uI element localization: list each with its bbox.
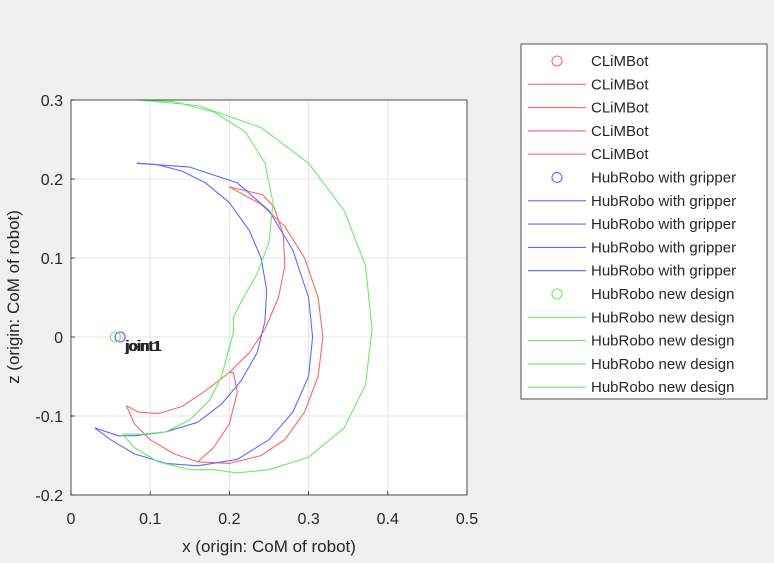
series-line-4 — [197, 371, 238, 463]
plot-area — [71, 100, 467, 495]
legend-label: HubRobo new design — [591, 379, 734, 396]
legend-marker-0 — [551, 55, 563, 67]
legend-label: HubRobo new design — [591, 356, 734, 373]
x-axis-ticks: 0 0.1 0.2 0.3 0.4 0.5 — [67, 491, 478, 528]
x-tick-label: 0.2 — [218, 511, 240, 528]
series-line-3 — [125, 405, 198, 463]
legend-marker-5 — [551, 171, 563, 184]
series-line-2 — [197, 186, 324, 464]
legend-label: CLiMBot — [591, 100, 649, 117]
x-tick-label: 0.4 — [377, 511, 399, 528]
y-axis-label: z (origin: CoM of robot) — [4, 210, 23, 384]
legend-label: HubRobo with gripper — [591, 263, 736, 280]
legend-label: CLiMBot — [591, 53, 649, 70]
legend-label: HubRobo new design — [591, 309, 734, 326]
y-axis-ticks: -0.2 -0.1 0 0.1 0.2 0.3 — [35, 93, 75, 505]
y-tick-label: -0.1 — [35, 409, 63, 426]
series-layer — [94, 99, 373, 474]
y-tick-label: 0.3 — [41, 93, 63, 110]
series-line-1 — [126, 186, 286, 415]
plot-frame — [70, 99, 468, 496]
y-tick-label: 0.2 — [41, 172, 63, 189]
grid-lines — [70, 99, 468, 496]
x-tick-label: 0.3 — [297, 511, 319, 528]
y-tick-label: 0.1 — [41, 251, 63, 268]
legend-label: CLiMBot — [591, 123, 649, 140]
legend-label: HubRobo new design — [591, 333, 734, 350]
annotation-label: joint1 — [125, 338, 162, 355]
y-tick-label: 0 — [54, 330, 63, 347]
series-line-11 — [138, 99, 274, 333]
x-tick-label: 0.5 — [456, 511, 478, 528]
x-tick-label: 0.1 — [139, 511, 161, 528]
series-line-14 — [122, 433, 214, 471]
legend-label: HubRobo new design — [591, 286, 734, 303]
series-marker-5 — [114, 331, 126, 343]
legend-marker-10 — [551, 288, 563, 300]
annotation-label: joint1 — [125, 338, 162, 355]
series-marker-10 — [109, 331, 121, 343]
series-line-12 — [138, 99, 373, 474]
x-tick-label: 0 — [67, 511, 76, 528]
legend-label: HubRobo with gripper — [591, 216, 736, 233]
series-line-8 — [94, 427, 167, 464]
legend-entries: CLiMBot CLiMBot CLiMBot CLiMBot CLiMBot HubRo… — [528, 53, 736, 396]
x-axis-label: x (origin: CoM of robot) — [182, 537, 356, 556]
annotation-label: joint1 — [124, 338, 161, 355]
series-line-6 — [134, 162, 268, 437]
legend-label: CLiMBot — [591, 146, 649, 163]
series-line-9 — [94, 427, 135, 437]
legend-label: CLiMBot — [591, 76, 649, 93]
legend-label: HubRobo with gripper — [591, 170, 736, 187]
series-line-13 — [122, 332, 234, 435]
series-line-7 — [136, 162, 314, 467]
legend-label: HubRobo with gripper — [591, 239, 736, 256]
legend-box — [520, 43, 768, 400]
y-tick-label: -0.2 — [35, 488, 63, 505]
legend-label: HubRobo with gripper — [591, 193, 736, 210]
legend: CLiMBot CLiMBot CLiMBot CLiMBot CLiMBot HubRo… — [520, 43, 768, 400]
